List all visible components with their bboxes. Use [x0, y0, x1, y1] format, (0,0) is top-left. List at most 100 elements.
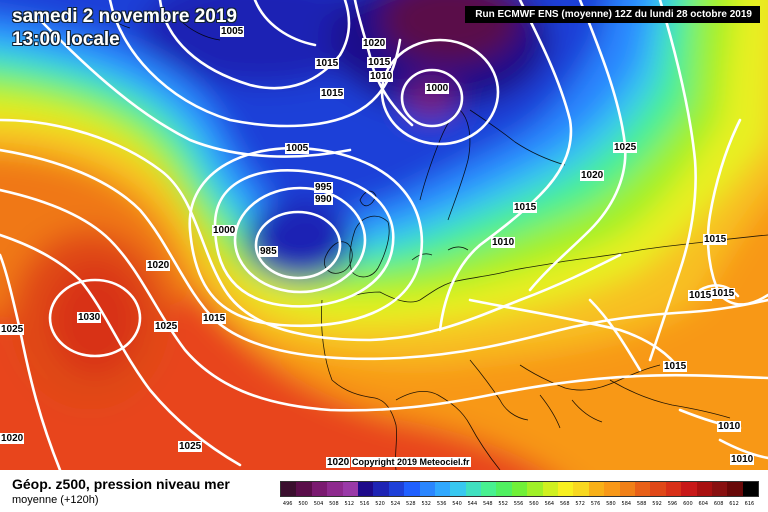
isobar-label: 1020 — [580, 170, 605, 181]
scale-swatch — [696, 482, 712, 496]
isobar-label: 1015 — [663, 361, 688, 372]
scale-swatch — [281, 482, 297, 496]
scale-label: 516 — [359, 501, 370, 507]
scale-label: 504 — [313, 501, 324, 507]
scale-swatch — [465, 482, 482, 496]
scale-swatch — [404, 482, 420, 496]
scale-swatch — [342, 482, 358, 496]
scale-swatch — [665, 482, 682, 496]
scale-label: 544 — [467, 501, 478, 507]
scale-swatch — [558, 482, 574, 496]
scale-swatch — [619, 482, 635, 496]
color-scale-labels: 496 500 504 508 512 516 520 524 528 532 536 540 544 5… — [280, 501, 757, 507]
isobar-label: 1015 — [320, 88, 345, 99]
isobar-label: 1010 — [717, 421, 742, 432]
scale-label: 548 — [483, 501, 493, 507]
scale-label: 616 — [744, 501, 755, 507]
map-canvas — [0, 0, 768, 470]
color-scale — [280, 481, 760, 497]
scale-label: 560 — [529, 501, 539, 507]
parameter-subtitle: moyenne (+120h) — [12, 494, 99, 506]
scale-swatch — [434, 482, 451, 496]
isobar-label: 1025 — [178, 441, 203, 452]
forecast-local-time: 13:00 locale — [12, 29, 120, 50]
isobar-label: 1025 — [0, 324, 25, 335]
scale-label: 556 — [513, 501, 524, 507]
pressure-map: samedi 2 novembre 2019 13:00 locale Run … — [0, 0, 768, 470]
isobar-label: 1020 — [146, 260, 171, 271]
model-run-info: Run ECMWF ENS (moyenne) 12Z du lundi 28 … — [465, 6, 760, 23]
scale-label: 552 — [498, 501, 508, 507]
scale-swatch — [681, 482, 697, 496]
scale-swatch — [419, 482, 435, 496]
scale-swatch — [373, 482, 389, 496]
scale-swatch — [450, 482, 466, 496]
scale-swatch — [634, 482, 651, 496]
isobar-label: 1015 — [315, 58, 340, 69]
scale-swatch — [573, 482, 589, 496]
scale-swatch — [496, 482, 512, 496]
scale-label: 524 — [390, 501, 401, 507]
scale-label: 496 — [282, 501, 293, 507]
scale-label: 588 — [636, 501, 647, 507]
scale-label: 612 — [729, 501, 739, 507]
isobar-label: 1020 — [326, 457, 351, 468]
isobar-label: 1025 — [154, 321, 179, 332]
scale-swatch — [327, 482, 343, 496]
parameter-title: Géop. z500, pression niveau mer — [12, 476, 230, 492]
scale-label: 512 — [344, 501, 355, 507]
isobar-label: 1020 — [362, 38, 387, 49]
scale-label: 584 — [621, 501, 632, 507]
scale-label: 580 — [606, 501, 616, 507]
isobar-label: 1030 — [77, 312, 102, 323]
scale-label: 604 — [698, 501, 709, 507]
scale-swatch — [742, 482, 759, 496]
forecast-date: samedi 2 novembre 2019 — [12, 6, 237, 27]
scale-label: 600 — [683, 501, 693, 507]
scale-swatch — [527, 482, 543, 496]
isobar-label: 1015 — [202, 313, 227, 324]
isobar-label: 1020 — [0, 433, 25, 444]
scale-label: 572 — [575, 501, 585, 507]
scale-swatch — [296, 482, 312, 496]
isobar-label: 1015 — [688, 290, 713, 301]
scale-label: 576 — [590, 501, 601, 507]
scale-swatch — [542, 482, 559, 496]
scale-swatch — [604, 482, 620, 496]
scale-swatch — [650, 482, 666, 496]
isobar-label: 1015 — [711, 288, 736, 299]
scale-swatch — [311, 482, 328, 496]
isobar-label: 1025 — [613, 142, 638, 153]
scale-label: 564 — [544, 501, 555, 507]
scale-label: 528 — [406, 501, 416, 507]
scale-label: 596 — [667, 501, 678, 507]
scale-label: 520 — [375, 501, 385, 507]
isobar-label: 990 — [314, 194, 333, 205]
scale-swatch — [481, 482, 497, 496]
isobar-label: 1015 — [703, 234, 728, 245]
scale-swatch — [727, 482, 743, 496]
scale-swatch — [711, 482, 728, 496]
scale-swatch — [388, 482, 405, 496]
scale-swatch — [588, 482, 605, 496]
scale-label: 532 — [421, 501, 431, 507]
scale-swatch — [511, 482, 528, 496]
scale-label: 508 — [329, 501, 339, 507]
isobar-label: 995 — [314, 182, 333, 193]
legend-footer: Géop. z500, pression niveau mer moyenne … — [0, 470, 768, 512]
isobar-label: 1010 — [730, 454, 755, 465]
scale-swatch — [357, 482, 374, 496]
isobar-label: 1010 — [491, 237, 516, 248]
isobar-lines — [0, 0, 768, 470]
isobar-label: 1000 — [425, 83, 450, 94]
isobar-label: 1005 — [285, 143, 310, 154]
isobar-label: 985 — [259, 246, 278, 257]
copyright-notice: Copyright 2019 Meteociel.fr — [351, 457, 471, 467]
scale-label: 568 — [559, 501, 570, 507]
isobar-label: 1015 — [367, 57, 392, 68]
scale-label: 536 — [436, 501, 447, 507]
isobar-label: 1010 — [369, 71, 394, 82]
scale-label: 592 — [652, 501, 662, 507]
isobar-label: 1015 — [513, 202, 538, 213]
